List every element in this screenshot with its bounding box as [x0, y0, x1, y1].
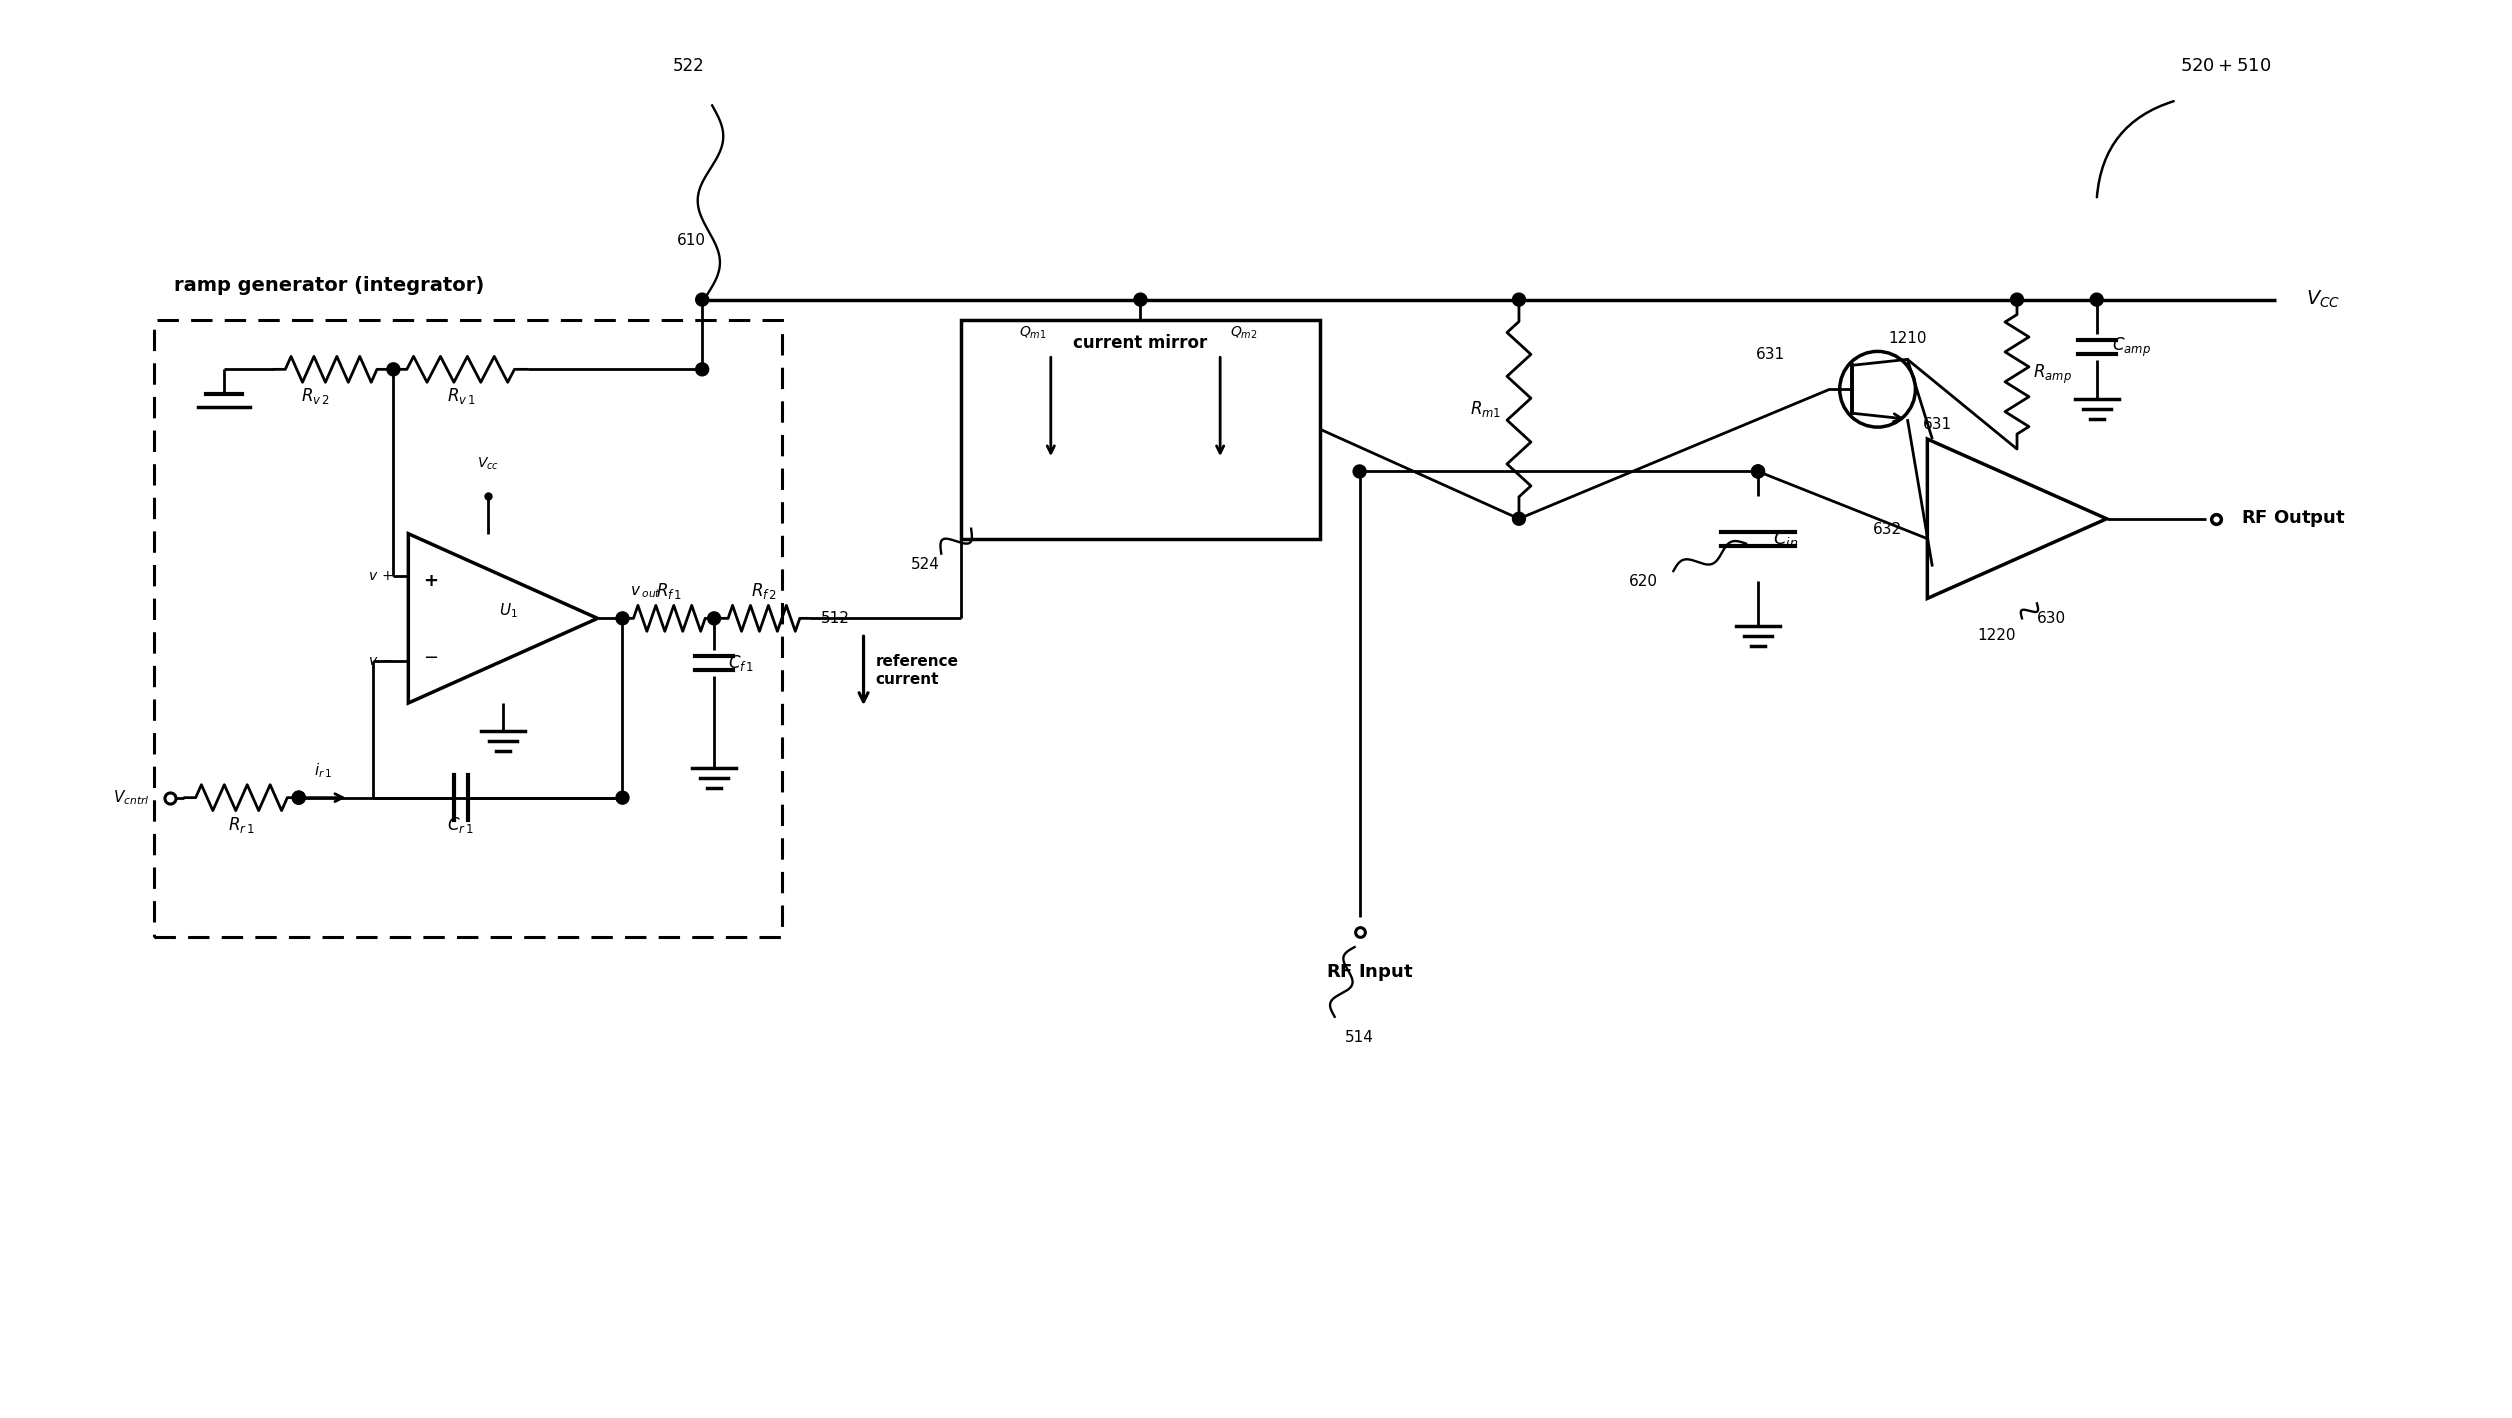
Text: $\mathbf{RF\ Output}$: $\mathbf{RF\ Output}$: [2241, 508, 2346, 529]
Text: 512: 512: [821, 611, 849, 625]
Text: $R_{v\,1}$: $R_{v\,1}$: [447, 386, 475, 406]
Text: 632: 632: [1871, 522, 1902, 536]
Text: $Q_{m2}$: $Q_{m2}$: [1231, 325, 1259, 340]
Circle shape: [696, 294, 708, 306]
Text: $C_{f\,1}$: $C_{f\,1}$: [728, 654, 754, 674]
Circle shape: [615, 613, 628, 625]
Circle shape: [1512, 294, 1525, 306]
Circle shape: [1512, 512, 1525, 525]
Circle shape: [1751, 465, 1763, 478]
Text: $R_{m1}$: $R_{m1}$: [1470, 400, 1502, 420]
Circle shape: [387, 363, 399, 376]
Text: $R_{amp}$: $R_{amp}$: [2032, 363, 2072, 386]
Text: $R_{f\,2}$: $R_{f\,2}$: [751, 581, 776, 601]
Text: $V_{CC}$: $V_{CC}$: [2306, 289, 2341, 311]
Text: 514: 514: [1344, 1029, 1374, 1045]
Text: $C_{amp}$: $C_{amp}$: [2113, 336, 2150, 359]
Circle shape: [1133, 294, 1148, 306]
Text: $R_{f\,1}$: $R_{f\,1}$: [656, 581, 683, 601]
Circle shape: [291, 791, 306, 804]
Text: $v\,-$: $v\,-$: [369, 654, 394, 668]
Text: $V_{cc}$: $V_{cc}$: [477, 455, 500, 472]
Text: 631: 631: [1756, 347, 1786, 363]
Circle shape: [615, 791, 628, 804]
Circle shape: [696, 363, 708, 376]
Text: current mirror: current mirror: [1073, 335, 1208, 353]
Text: 620: 620: [1628, 574, 1658, 588]
Circle shape: [291, 791, 306, 804]
Bar: [962, 319, 1319, 539]
Circle shape: [708, 613, 721, 625]
Text: $Q_{m1}$: $Q_{m1}$: [1020, 325, 1048, 340]
Text: $V_{cntrl}$: $V_{cntrl}$: [113, 788, 148, 807]
Text: +: +: [422, 571, 437, 590]
Circle shape: [1751, 465, 1763, 478]
Text: $R_{r\,1}$: $R_{r\,1}$: [229, 814, 254, 835]
Circle shape: [2090, 294, 2103, 306]
Text: $-$: $-$: [422, 647, 437, 665]
Text: $R_{v\,2}$: $R_{v\,2}$: [301, 386, 329, 406]
FancyArrowPatch shape: [2098, 101, 2173, 197]
Text: $520+510$: $520+510$: [2180, 57, 2271, 75]
Text: 1210: 1210: [1889, 332, 1927, 346]
Text: $C_{in}$: $C_{in}$: [1773, 529, 1799, 549]
Text: $v\,_{out}$: $v\,_{out}$: [631, 584, 663, 600]
Text: 1220: 1220: [1977, 628, 2015, 644]
Text: 524: 524: [912, 556, 939, 571]
Text: 522: 522: [673, 57, 703, 75]
Circle shape: [1354, 465, 1367, 478]
Text: $\mathbf{RF\ Input}$: $\mathbf{RF\ Input}$: [1326, 961, 1414, 983]
Bar: [153, 319, 781, 937]
Text: $v\,+$: $v\,+$: [369, 569, 394, 583]
Text: $i_{r\,1}$: $i_{r\,1}$: [314, 761, 332, 780]
Text: 610: 610: [678, 233, 706, 248]
Text: reference
current: reference current: [877, 655, 960, 686]
Text: ramp generator (integrator): ramp generator (integrator): [173, 275, 485, 295]
Text: 631: 631: [1924, 417, 1952, 432]
Text: 630: 630: [2037, 611, 2065, 627]
Text: $C_{r\,1}$: $C_{r\,1}$: [447, 814, 475, 835]
Text: $U_1$: $U_1$: [497, 601, 517, 620]
Circle shape: [2010, 294, 2025, 306]
